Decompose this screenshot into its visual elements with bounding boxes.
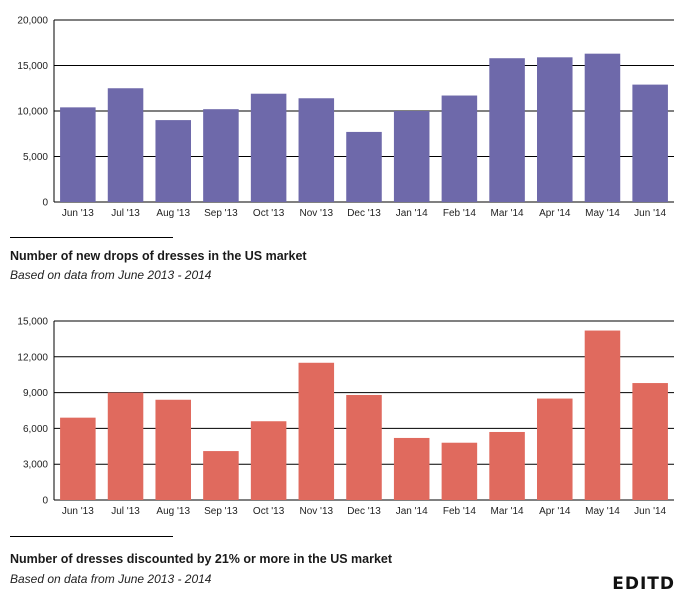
y-tick-label: 0: [42, 496, 48, 507]
x-tick-label: Oct '13: [253, 208, 285, 219]
bar: [107, 88, 144, 202]
bar: [250, 93, 287, 202]
x-tick-label: Dec '13: [347, 506, 381, 517]
chart-subtitle: Based on data from June 2013 - 2014: [10, 268, 212, 282]
bar: [250, 421, 287, 500]
x-tick-label: Jul '13: [111, 506, 140, 517]
chart-discounted: 0 3,000 6,000 9,000 12,000 15,000 Jun '13 Jul '…: [17, 317, 674, 517]
x-tick-label: Aug '13: [156, 506, 190, 517]
y-tick-label: 15,000: [17, 317, 48, 328]
x-tick-label: Dec '13: [347, 208, 381, 219]
y-tick-label: 5,000: [23, 152, 48, 163]
bar: [393, 111, 430, 202]
bar: [203, 109, 239, 202]
y-tick-label: 10,000: [17, 107, 48, 118]
bar: [346, 131, 382, 202]
bar: [537, 57, 573, 203]
bar: [60, 107, 96, 202]
x-tick-label: Jun '14: [634, 208, 666, 219]
x-tick-label: May '14: [585, 506, 620, 517]
x-tick-label: Aug '13: [156, 208, 190, 219]
y-tick-label: 9,000: [23, 388, 48, 399]
bar: [393, 437, 430, 500]
bar: [155, 399, 191, 500]
chart-subtitle: Based on data from June 2013 - 2014: [10, 572, 212, 586]
x-tick-label: Jun '13: [62, 506, 94, 517]
brand-logo-text: EDITD: [612, 574, 675, 594]
bar: [584, 53, 621, 202]
y-tick-label: 6,000: [23, 424, 48, 435]
y-tick-label: 20,000: [17, 16, 48, 27]
bar: [441, 442, 478, 500]
caption-rule: [10, 237, 173, 238]
chart-title: Number of dresses discounted by 21% or m…: [10, 552, 393, 566]
bar: [632, 84, 668, 202]
x-tick-label: Mar '14: [491, 208, 524, 219]
caption-rule: [10, 536, 173, 537]
bar: [107, 392, 144, 500]
y-tick-label: 12,000: [17, 352, 48, 363]
y-tick-label: 15,000: [17, 61, 48, 72]
bar: [537, 398, 573, 500]
bar: [155, 120, 191, 202]
x-tick-label: Nov '13: [300, 208, 334, 219]
x-tick-label: Apr '14: [539, 506, 571, 517]
x-tick-label: Oct '13: [253, 506, 285, 517]
bar: [441, 95, 478, 202]
bar: [203, 451, 239, 500]
y-tick-label: 3,000: [23, 460, 48, 471]
bar: [60, 417, 96, 500]
x-tick-label: Mar '14: [491, 506, 524, 517]
x-tick-label: Sep '13: [204, 506, 238, 517]
x-tick-label: Jan '14: [396, 208, 428, 219]
bar: [489, 431, 525, 500]
bar: [298, 98, 335, 202]
x-tick-label: Jun '14: [634, 506, 666, 517]
bar: [298, 362, 335, 500]
x-tick-label: Jun '13: [62, 208, 94, 219]
chart-title: Number of new drops of dresses in the US…: [10, 249, 307, 263]
x-tick-label: Jul '13: [111, 208, 140, 219]
bar: [489, 58, 525, 202]
bar: [346, 394, 382, 500]
chart-new-drops: 0 5,000 10,000 15,000 20,000 Jun '13 Jul '13 Au…: [17, 16, 674, 219]
x-tick-label: Nov '13: [300, 506, 334, 517]
x-tick-label: Feb '14: [443, 208, 476, 219]
x-tick-label: Feb '14: [443, 506, 476, 517]
bar: [632, 383, 668, 500]
x-tick-label: Apr '14: [539, 208, 571, 219]
y-tick-label: 0: [42, 198, 48, 209]
bar: [584, 330, 621, 500]
x-tick-label: Jan '14: [396, 506, 428, 517]
x-tick-label: Sep '13: [204, 208, 238, 219]
x-tick-label: May '14: [585, 208, 620, 219]
